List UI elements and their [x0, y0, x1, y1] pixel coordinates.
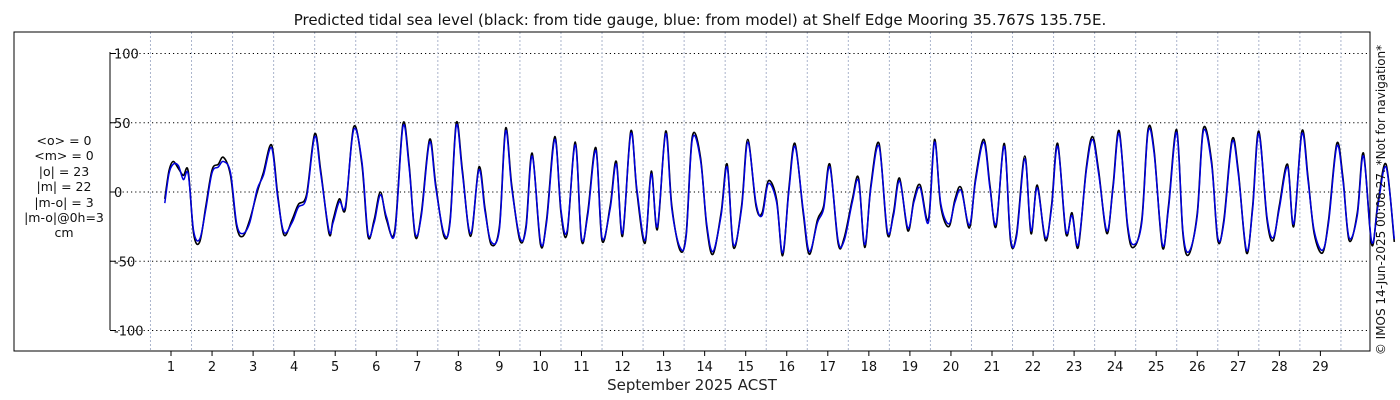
x-tick-label: 17 — [820, 360, 837, 375]
copyright-text: © IMOS 14-Jun-2025 00:08:27. *Not for na… — [1374, 44, 1388, 356]
stat-abs-difference-0h: |m-o|@0h=3 — [24, 210, 104, 226]
x-tick-label: 3 — [249, 360, 257, 375]
x-tick-label: 26 — [1189, 360, 1206, 375]
x-tick-label: 5 — [331, 360, 339, 375]
x-tick-label: 25 — [1148, 360, 1165, 375]
x-tick-label: 21 — [984, 360, 1001, 375]
stat-abs-observed: |o| = 23 — [38, 163, 90, 179]
x-tick-label: 12 — [614, 360, 631, 375]
x-tick-label: 18 — [861, 360, 878, 375]
x-tick-label: 27 — [1230, 360, 1247, 375]
x-tick-label: 24 — [1107, 360, 1124, 375]
x-tick-label: 4 — [290, 360, 298, 375]
chart-title: Predicted tidal sea level (black: from t… — [294, 11, 1107, 29]
stat-mean-model: <m> = 0 — [34, 148, 94, 164]
y-tick-label: 100 — [114, 48, 139, 63]
y-tick-label: -50 — [114, 255, 135, 270]
x-tick-label: 28 — [1271, 360, 1288, 375]
x-tick-label: 14 — [696, 360, 713, 375]
statistics-panel: <o> = 0 <m> = 0 |o| = 23 |m| = 22 |m-o| … — [14, 133, 114, 241]
x-tick-label: 29 — [1312, 360, 1329, 375]
x-tick-label: 2 — [208, 360, 216, 375]
stat-abs-model: |m| = 22 — [36, 179, 92, 195]
x-tick-label: 22 — [1025, 360, 1042, 375]
x-tick-label: 7 — [413, 360, 421, 375]
x-tick-label: 19 — [902, 360, 919, 375]
stat-unit: cm — [54, 225, 74, 241]
x-tick-label: 6 — [372, 360, 380, 375]
y-tick-label: 0 — [114, 186, 122, 201]
grid — [110, 32, 1370, 351]
x-tick-label: 11 — [573, 360, 590, 375]
series-line-model — [164, 123, 1396, 254]
y-tick-label: -100 — [114, 325, 144, 340]
x-tick-label: 23 — [1066, 360, 1083, 375]
x-axis: 1 2 3 4 5 6 7 8 9 10 11 12 13 14 15 16 17 18 19 20 21 22 23 24 2… — [167, 351, 1329, 375]
stat-mean-observed: <o> = 0 — [36, 133, 92, 148]
x-axis-label: September 2025 ACST — [607, 376, 778, 394]
series-group — [164, 120, 1396, 257]
x-tick-label: 1 — [167, 360, 175, 375]
y-tick-label: 50 — [114, 117, 131, 132]
y-axis: 100 50 0 -50 -100 — [110, 48, 144, 340]
stat-abs-difference: |m-o| = 3 — [34, 194, 94, 210]
x-tick-label: 20 — [943, 360, 960, 375]
x-tick-label: 8 — [454, 360, 462, 375]
x-tick-label: 16 — [778, 360, 795, 375]
plot-frame — [13, 31, 1371, 352]
x-tick-label: 10 — [532, 360, 549, 375]
x-tick-label: 9 — [495, 360, 503, 375]
x-tick-label: 13 — [655, 360, 672, 375]
x-tick-label: 15 — [737, 360, 754, 375]
